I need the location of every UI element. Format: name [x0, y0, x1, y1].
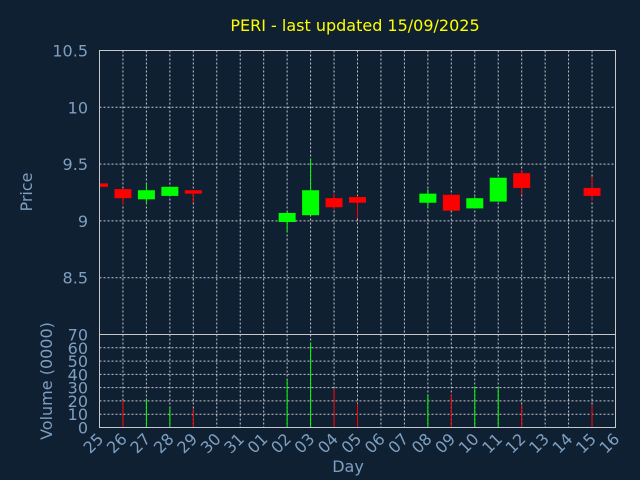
volume-tick-label: 60 — [68, 339, 88, 358]
price-tick-label: 8.5 — [63, 269, 88, 288]
volume-tick-label: 10 — [68, 405, 88, 424]
candle-body — [466, 198, 484, 209]
volume-tick-label: 70 — [68, 326, 88, 345]
volume-tick-label: 0 — [78, 419, 88, 438]
candle-body — [513, 173, 531, 188]
x-tick-labels: 2526272829303101020304050607080910111213… — [79, 429, 623, 457]
volume-axis-label: Volume (0000) — [37, 322, 56, 440]
candle-body — [419, 193, 437, 203]
volume-tick-label: 50 — [68, 352, 88, 371]
x-axis-label: Day — [332, 457, 364, 476]
price-tick-label: 10.5 — [52, 42, 88, 61]
price-tick-label: 9 — [78, 212, 88, 231]
x-tick-label: 16 — [595, 429, 623, 457]
volume-panel-frame — [99, 334, 616, 428]
price-tick-labels: 10.5 10 9.5 9 8.5 — [52, 42, 88, 288]
candle-body — [278, 212, 296, 223]
candle-body — [349, 197, 366, 203]
price-tick-label: 9.5 — [63, 155, 88, 174]
price-axis-label: Price — [17, 172, 36, 211]
volume-tick-label: 40 — [68, 365, 88, 384]
candle-body — [325, 198, 343, 208]
candle-body — [99, 183, 108, 187]
volume-tick-label: 30 — [68, 379, 88, 398]
candle-body — [114, 189, 132, 199]
candle-body — [137, 190, 155, 200]
candlesticks — [99, 158, 601, 233]
candle-body — [161, 186, 179, 196]
volume-tick-label: 20 — [68, 392, 88, 411]
chart-title: PERI - last updated 15/09/2025 — [230, 16, 479, 35]
candle-body — [489, 177, 507, 202]
candle-body — [302, 190, 320, 216]
candle-body — [583, 187, 601, 196]
candle-body — [442, 194, 460, 211]
price-tick-label: 10 — [68, 98, 88, 117]
volume-bars — [122, 342, 593, 428]
candle-body — [184, 190, 202, 194]
